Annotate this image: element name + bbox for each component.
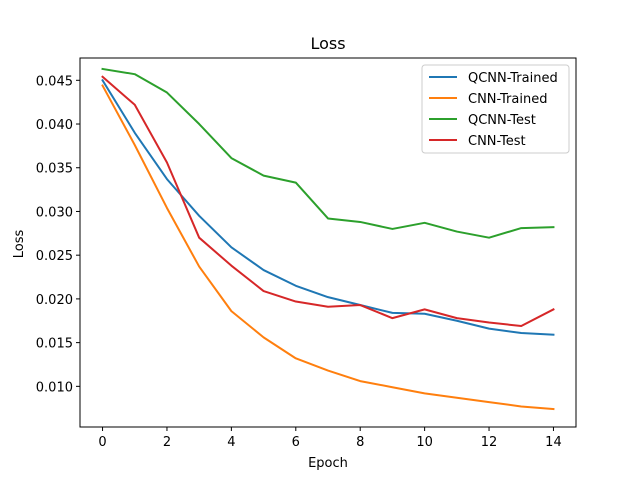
series-line-cnn-test [101,75,555,328]
y-tick-label: 0.020 [36,293,73,308]
y-tick-label: 0.030 [36,205,73,220]
legend-box [421,64,570,154]
y-axis-ticks: 0.010 0.015 0.020 0.025 0.030 0.035 0.040 0.045 [36,74,80,395]
y-tick-label: 0.025 [36,249,73,264]
legend: QCNN-Trained CNN-Trained QCNN-Test CNN-Test [421,64,570,154]
x-tick-label: 12 [481,435,498,450]
y-tick-label: 0.040 [36,118,73,133]
y-tick-label: 0.010 [36,380,73,395]
axes-frame [79,57,577,428]
y-tick-label: 0.035 [36,162,73,177]
x-tick-label: 10 [416,435,433,450]
x-tick-label: 14 [545,435,562,450]
series-line-qcnn-test [101,67,555,239]
y-tick-label: 0.045 [36,74,73,89]
series-lines [101,67,555,411]
y-axis-label: Loss [12,230,27,259]
legend-label: CNN-Trained [468,92,547,107]
legend-label: CNN-Test [468,134,526,149]
series-line-qcnn-trained [101,78,555,336]
x-axis-label: Epoch [308,456,348,471]
x-tick-label: 4 [227,435,235,450]
chart-title: Loss [310,34,345,53]
x-tick-label: 8 [356,435,364,450]
legend-label: QCNN-Trained [468,71,558,86]
y-tick-label: 0.015 [36,337,73,352]
series-line-cnn-trained [101,84,555,411]
x-tick-label: 6 [292,435,300,450]
x-tick-label: 2 [163,435,171,450]
x-tick-label: 0 [98,435,106,450]
x-axis-ticks: 0 2 4 6 8 10 12 14 [98,427,562,450]
legend-label: QCNN-Test [468,113,536,128]
